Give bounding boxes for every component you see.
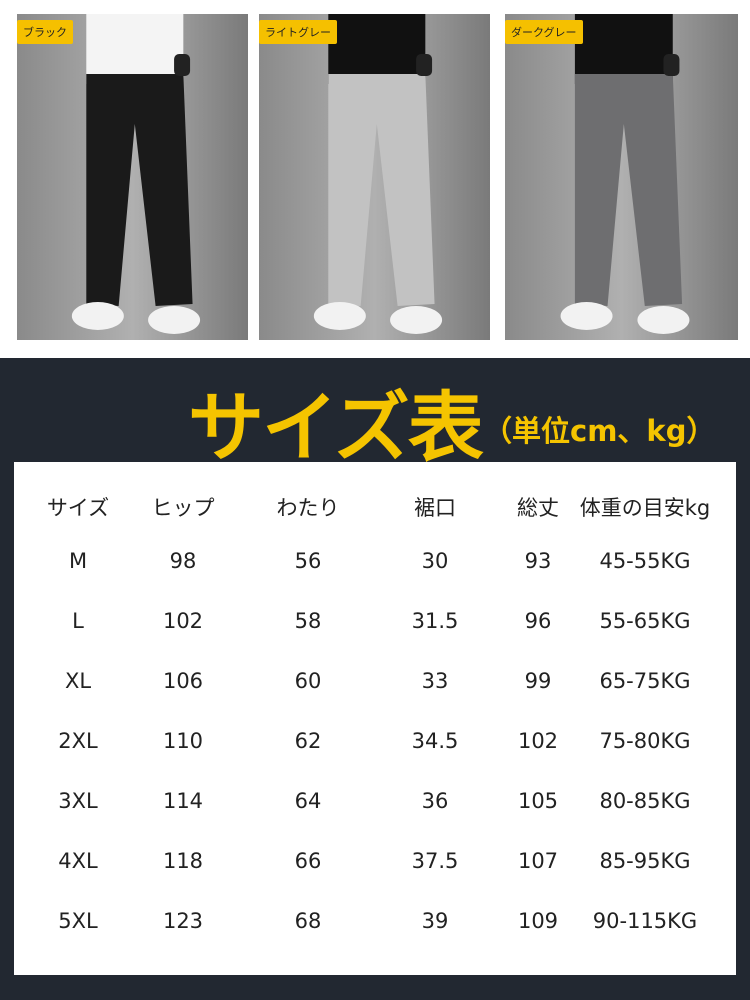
- table-cell: 4XL: [58, 849, 98, 873]
- color-label: ダークグレー: [505, 20, 583, 44]
- table-cell: 85-95KG: [599, 849, 691, 873]
- table-cell: 66: [294, 849, 322, 873]
- column-header: 総丈: [517, 496, 559, 520]
- column-header: サイズ: [46, 496, 110, 520]
- table-cell: 93: [524, 549, 552, 573]
- table-cell: 64: [294, 789, 322, 813]
- column-header: 裾口: [414, 496, 456, 520]
- table-cell: 110: [162, 729, 204, 753]
- product-photo-dark-gray: ダークグレー: [505, 14, 738, 340]
- table-cell: 114: [162, 789, 204, 813]
- table-cell: 96: [524, 609, 552, 633]
- table-cell: 3XL: [58, 789, 98, 813]
- table-cell: L: [72, 609, 84, 633]
- column-header: 体重の目安kg: [579, 496, 711, 520]
- pants-illustration: [17, 14, 248, 340]
- unit-note: （単位cm、kg）: [483, 414, 716, 448]
- pants-illustration: [259, 14, 490, 340]
- size-chart-title: サイズ表: [188, 383, 484, 472]
- table-cell: 62: [294, 729, 322, 753]
- table-cell: 56: [294, 549, 322, 573]
- table-cell: 102: [162, 609, 204, 633]
- table-cell: 109: [517, 909, 559, 933]
- table-cell: 37.5: [411, 849, 459, 873]
- table-cell: 118: [162, 849, 204, 873]
- color-label: ライトグレー: [259, 20, 337, 44]
- table-cell: 98: [169, 549, 197, 573]
- table-cell: 68: [294, 909, 322, 933]
- table-cell: 60: [294, 669, 322, 693]
- table-cell: 106: [162, 669, 204, 693]
- column-header: わたり: [276, 496, 340, 520]
- table-cell: 34.5: [411, 729, 459, 753]
- table-cell: 55-65KG: [599, 609, 691, 633]
- table-cell: 39: [421, 909, 449, 933]
- table-cell: 5XL: [58, 909, 98, 933]
- table-cell: 31.5: [411, 609, 459, 633]
- table-cell: 36: [421, 789, 449, 813]
- table-cell: 33: [421, 669, 449, 693]
- table-cell: 58: [294, 609, 322, 633]
- pants-illustration: [505, 14, 738, 340]
- size-table: サイズ ヒップ わたり 裾口 総丈 体重の目安kg M 98 56 30 93 45-55KG L 102…: [14, 462, 736, 975]
- table-cell: 75-80KG: [599, 729, 691, 753]
- table-cell: 102: [517, 729, 559, 753]
- column-header: ヒップ: [151, 496, 215, 520]
- table-cell: 80-85KG: [599, 789, 691, 813]
- product-photo-light-gray: ライトグレー: [259, 14, 490, 340]
- product-photo-black: ブラック: [17, 14, 248, 340]
- table-cell: 2XL: [58, 729, 98, 753]
- table-cell: 45-55KG: [599, 549, 691, 573]
- table-cell: 90-115KG: [592, 909, 698, 933]
- table-cell: 107: [517, 849, 559, 873]
- table-cell: XL: [64, 669, 92, 693]
- table-cell: 99: [524, 669, 552, 693]
- table-cell: 30: [421, 549, 449, 573]
- table-cell: M: [68, 549, 88, 573]
- table-cell: 105: [517, 789, 559, 813]
- table-cell: 65-75KG: [599, 669, 691, 693]
- color-label: ブラック: [17, 20, 73, 44]
- table-cell: 123: [162, 909, 204, 933]
